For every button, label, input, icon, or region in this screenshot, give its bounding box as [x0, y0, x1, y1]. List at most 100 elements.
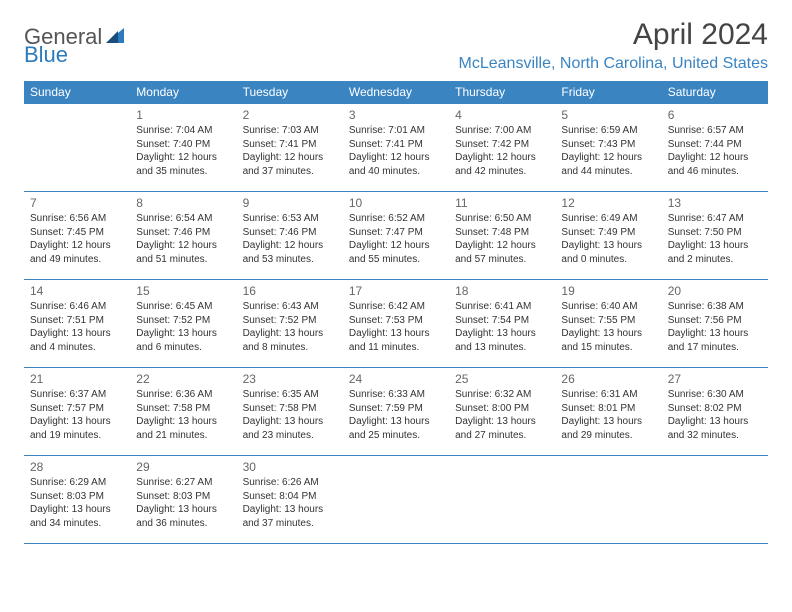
- calendar-day-cell: 4Sunrise: 7:00 AMSunset: 7:42 PMDaylight…: [449, 104, 555, 192]
- sunset-line: Sunset: 7:56 PM: [668, 314, 762, 328]
- sunrise-line: Sunrise: 6:53 AM: [243, 212, 337, 226]
- sunrise-line: Sunrise: 6:56 AM: [30, 212, 124, 226]
- day-number: 23: [243, 371, 337, 387]
- calendar-day-cell: 5Sunrise: 6:59 AMSunset: 7:43 PMDaylight…: [555, 104, 661, 192]
- sunrise-line: Sunrise: 6:33 AM: [349, 388, 443, 402]
- logo-blue-row: Blue: [24, 42, 68, 68]
- daylight-line: Daylight: 12 hours: [136, 239, 230, 253]
- calendar-day-cell: 21Sunrise: 6:37 AMSunset: 7:57 PMDayligh…: [24, 368, 130, 456]
- sunrise-line: Sunrise: 6:29 AM: [30, 476, 124, 490]
- day-number: 20: [668, 283, 762, 299]
- sunrise-line: Sunrise: 6:43 AM: [243, 300, 337, 314]
- sunset-line: Sunset: 7:49 PM: [561, 226, 655, 240]
- day-number: 6: [668, 107, 762, 123]
- calendar-week-row: 21Sunrise: 6:37 AMSunset: 7:57 PMDayligh…: [24, 368, 768, 456]
- calendar-day-cell: 3Sunrise: 7:01 AMSunset: 7:41 PMDaylight…: [343, 104, 449, 192]
- sunset-line: Sunset: 7:57 PM: [30, 402, 124, 416]
- daylight-line: and 6 minutes.: [136, 341, 230, 355]
- sunset-line: Sunset: 7:52 PM: [243, 314, 337, 328]
- sunset-line: Sunset: 8:03 PM: [136, 490, 230, 504]
- sunrise-line: Sunrise: 6:49 AM: [561, 212, 655, 226]
- daylight-line: Daylight: 13 hours: [668, 327, 762, 341]
- calendar-day-cell: [343, 456, 449, 544]
- daylight-line: and 42 minutes.: [455, 165, 549, 179]
- calendar-day-cell: 7Sunrise: 6:56 AMSunset: 7:45 PMDaylight…: [24, 192, 130, 280]
- daylight-line: Daylight: 12 hours: [30, 239, 124, 253]
- day-number: 17: [349, 283, 443, 299]
- location-label: McLeansville, North Carolina, United Sta…: [459, 55, 768, 73]
- daylight-line: and 51 minutes.: [136, 253, 230, 267]
- daylight-line: Daylight: 13 hours: [561, 415, 655, 429]
- day-number: 9: [243, 195, 337, 211]
- sunset-line: Sunset: 7:53 PM: [349, 314, 443, 328]
- day-header: Wednesday: [343, 81, 449, 104]
- calendar-table: Sunday Monday Tuesday Wednesday Thursday…: [24, 81, 768, 544]
- sunrise-line: Sunrise: 6:54 AM: [136, 212, 230, 226]
- day-number: 24: [349, 371, 443, 387]
- sunrise-line: Sunrise: 6:38 AM: [668, 300, 762, 314]
- daylight-line: and 4 minutes.: [30, 341, 124, 355]
- daylight-line: Daylight: 13 hours: [243, 327, 337, 341]
- daylight-line: Daylight: 13 hours: [349, 327, 443, 341]
- sunset-line: Sunset: 7:41 PM: [243, 138, 337, 152]
- sunrise-line: Sunrise: 6:50 AM: [455, 212, 549, 226]
- sunrise-line: Sunrise: 6:35 AM: [243, 388, 337, 402]
- day-number: 12: [561, 195, 655, 211]
- sunset-line: Sunset: 7:41 PM: [349, 138, 443, 152]
- daylight-line: Daylight: 13 hours: [30, 503, 124, 517]
- daylight-line: Daylight: 13 hours: [455, 415, 549, 429]
- calendar-day-cell: 2Sunrise: 7:03 AMSunset: 7:41 PMDaylight…: [237, 104, 343, 192]
- daylight-line: and 2 minutes.: [668, 253, 762, 267]
- logo-text-blue: Blue: [24, 42, 68, 67]
- daylight-line: and 44 minutes.: [561, 165, 655, 179]
- day-header: Thursday: [449, 81, 555, 104]
- day-number: 15: [136, 283, 230, 299]
- daylight-line: Daylight: 12 hours: [349, 151, 443, 165]
- daylight-line: and 36 minutes.: [136, 517, 230, 531]
- daylight-line: Daylight: 13 hours: [668, 239, 762, 253]
- day-number: 27: [668, 371, 762, 387]
- title-block: April 2024 McLeansville, North Carolina,…: [459, 18, 768, 73]
- calendar-day-cell: 27Sunrise: 6:30 AMSunset: 8:02 PMDayligh…: [662, 368, 768, 456]
- sunset-line: Sunset: 7:42 PM: [455, 138, 549, 152]
- sunset-line: Sunset: 8:04 PM: [243, 490, 337, 504]
- daylight-line: and 17 minutes.: [668, 341, 762, 355]
- daylight-line: Daylight: 13 hours: [243, 503, 337, 517]
- daylight-line: and 15 minutes.: [561, 341, 655, 355]
- sunset-line: Sunset: 7:59 PM: [349, 402, 443, 416]
- day-number: 19: [561, 283, 655, 299]
- calendar-body: 1Sunrise: 7:04 AMSunset: 7:40 PMDaylight…: [24, 104, 768, 544]
- sunset-line: Sunset: 7:46 PM: [243, 226, 337, 240]
- calendar-day-cell: 29Sunrise: 6:27 AMSunset: 8:03 PMDayligh…: [130, 456, 236, 544]
- day-number: 10: [349, 195, 443, 211]
- sunrise-line: Sunrise: 6:40 AM: [561, 300, 655, 314]
- daylight-line: and 23 minutes.: [243, 429, 337, 443]
- calendar-day-cell: 30Sunrise: 6:26 AMSunset: 8:04 PMDayligh…: [237, 456, 343, 544]
- sunset-line: Sunset: 7:58 PM: [243, 402, 337, 416]
- calendar-day-cell: 12Sunrise: 6:49 AMSunset: 7:49 PMDayligh…: [555, 192, 661, 280]
- sunset-line: Sunset: 7:58 PM: [136, 402, 230, 416]
- calendar-week-row: 1Sunrise: 7:04 AMSunset: 7:40 PMDaylight…: [24, 104, 768, 192]
- sunrise-line: Sunrise: 6:45 AM: [136, 300, 230, 314]
- daylight-line: and 49 minutes.: [30, 253, 124, 267]
- daylight-line: and 37 minutes.: [243, 165, 337, 179]
- daylight-line: and 53 minutes.: [243, 253, 337, 267]
- day-number: 18: [455, 283, 549, 299]
- daylight-line: and 40 minutes.: [349, 165, 443, 179]
- daylight-line: and 29 minutes.: [561, 429, 655, 443]
- day-number: 26: [561, 371, 655, 387]
- daylight-line: and 8 minutes.: [243, 341, 337, 355]
- day-header: Monday: [130, 81, 236, 104]
- day-number: 13: [668, 195, 762, 211]
- sunset-line: Sunset: 7:51 PM: [30, 314, 124, 328]
- sunrise-line: Sunrise: 6:57 AM: [668, 124, 762, 138]
- daylight-line: Daylight: 13 hours: [136, 503, 230, 517]
- sunrise-line: Sunrise: 6:37 AM: [30, 388, 124, 402]
- daylight-line: Daylight: 13 hours: [30, 415, 124, 429]
- daylight-line: Daylight: 13 hours: [668, 415, 762, 429]
- daylight-line: and 25 minutes.: [349, 429, 443, 443]
- sunset-line: Sunset: 7:44 PM: [668, 138, 762, 152]
- calendar-day-cell: 20Sunrise: 6:38 AMSunset: 7:56 PMDayligh…: [662, 280, 768, 368]
- header: General April 2024 McLeansville, North C…: [24, 18, 768, 73]
- daylight-line: and 57 minutes.: [455, 253, 549, 267]
